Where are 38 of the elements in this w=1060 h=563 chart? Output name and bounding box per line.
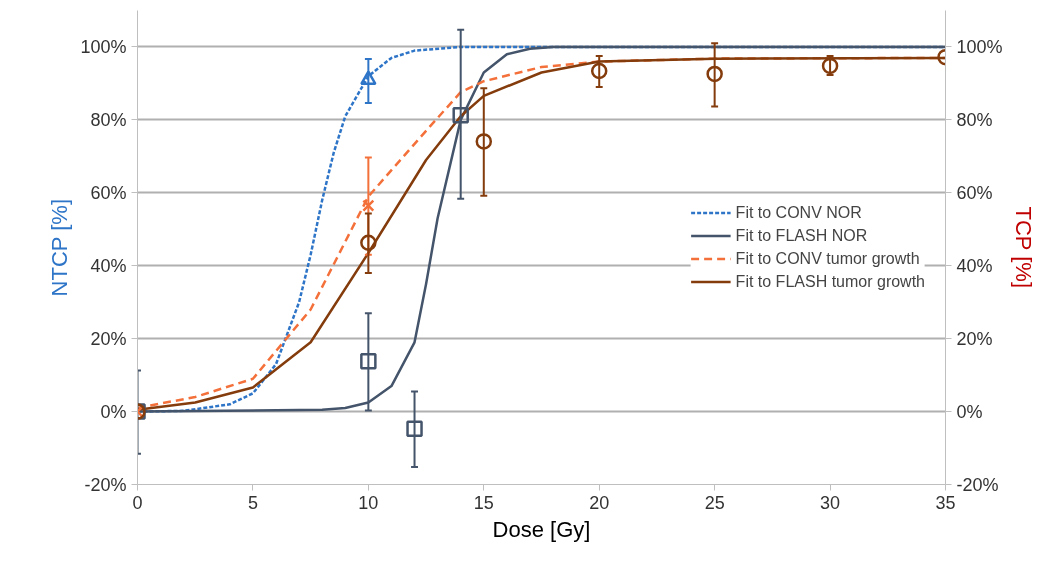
y2-axis-title: TCP [%] bbox=[1010, 206, 1036, 289]
y-tick-label: 0% bbox=[100, 401, 127, 422]
y-axis-title: NTCP [%] bbox=[47, 199, 73, 297]
point bbox=[590, 62, 608, 80]
legend-label: Fit to CONV NOR bbox=[735, 203, 862, 222]
y-tick-label: 40% bbox=[90, 255, 127, 276]
point bbox=[360, 234, 377, 251]
x-tick-label: 10 bbox=[358, 492, 379, 513]
y2-tick-label: 20% bbox=[956, 328, 993, 349]
x-tick-label: 15 bbox=[473, 492, 494, 513]
point bbox=[475, 133, 493, 150]
y2-tick-label: -20% bbox=[956, 474, 999, 495]
point bbox=[821, 57, 839, 75]
y-tick-label: 100% bbox=[80, 36, 127, 57]
point bbox=[406, 420, 423, 437]
x-axis-title: Dose [Gy] bbox=[492, 516, 591, 542]
y2-tick-label: 80% bbox=[956, 109, 993, 130]
legend-label: Fit to FLASH NOR bbox=[735, 226, 868, 245]
x-tick-label: 25 bbox=[704, 492, 725, 513]
y-tick-label: 20% bbox=[90, 328, 127, 349]
y-tick-label: 80% bbox=[90, 109, 127, 130]
x-tick-label: 35 bbox=[935, 492, 956, 513]
point bbox=[452, 106, 469, 124]
y2-tick-label: 0% bbox=[956, 401, 983, 422]
point bbox=[360, 353, 377, 370]
y-tick-label: 60% bbox=[90, 182, 127, 203]
y-tick-label: -20% bbox=[84, 474, 127, 495]
y2-tick-label: 100% bbox=[956, 36, 1003, 57]
x-tick-label: 0 bbox=[132, 492, 143, 513]
x-tick-label: 20 bbox=[589, 492, 610, 513]
legend-label: Fit to FLASH tumor growth bbox=[735, 272, 925, 291]
legend-label: Fit to CONV tumor growth bbox=[735, 249, 920, 268]
point bbox=[706, 65, 723, 83]
y2-tick-label: 40% bbox=[956, 255, 993, 276]
x-tick-label: 30 bbox=[820, 492, 841, 513]
x-tick-label: 5 bbox=[247, 492, 258, 513]
point bbox=[360, 70, 377, 86]
y2-tick-label: 60% bbox=[956, 182, 993, 203]
